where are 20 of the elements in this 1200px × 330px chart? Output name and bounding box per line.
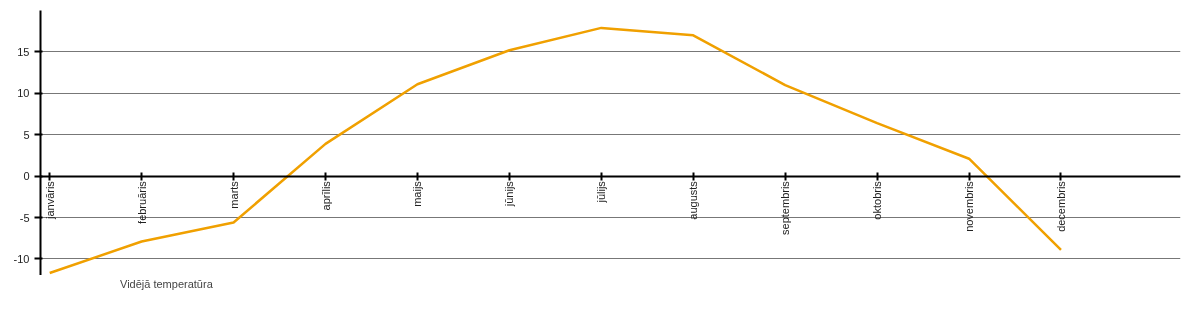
x-tick-label: aprīlis <box>319 180 332 211</box>
x-tick-label: jūlijs <box>595 180 608 204</box>
x-tick-label: decembris <box>1054 180 1067 232</box>
x-tick-label: februāris <box>135 180 148 224</box>
x-tick-label: jūnijs <box>503 180 516 208</box>
x-tick-label: maijs <box>411 180 424 207</box>
x-tick-label: augusts <box>687 180 700 220</box>
y-tick-label: -10 <box>13 252 30 265</box>
text: Vidējā temperatūra <box>120 278 213 290</box>
x-tick-label: novembris <box>963 180 976 232</box>
line-series <box>48 26 1063 275</box>
x-tick-label: janvāris <box>43 180 56 221</box>
y-tick-label: 15 <box>17 45 30 58</box>
x-tick-label: septembris <box>779 180 792 235</box>
y-tick-label: 0 <box>23 170 30 183</box>
y-tick-label: 5 <box>23 128 30 141</box>
y-tick-label: -5 <box>19 211 30 224</box>
y-tick-label: 10 <box>17 87 30 100</box>
x-tick-label: marts <box>227 180 240 209</box>
x-tick-label: oktobris <box>871 180 884 220</box>
